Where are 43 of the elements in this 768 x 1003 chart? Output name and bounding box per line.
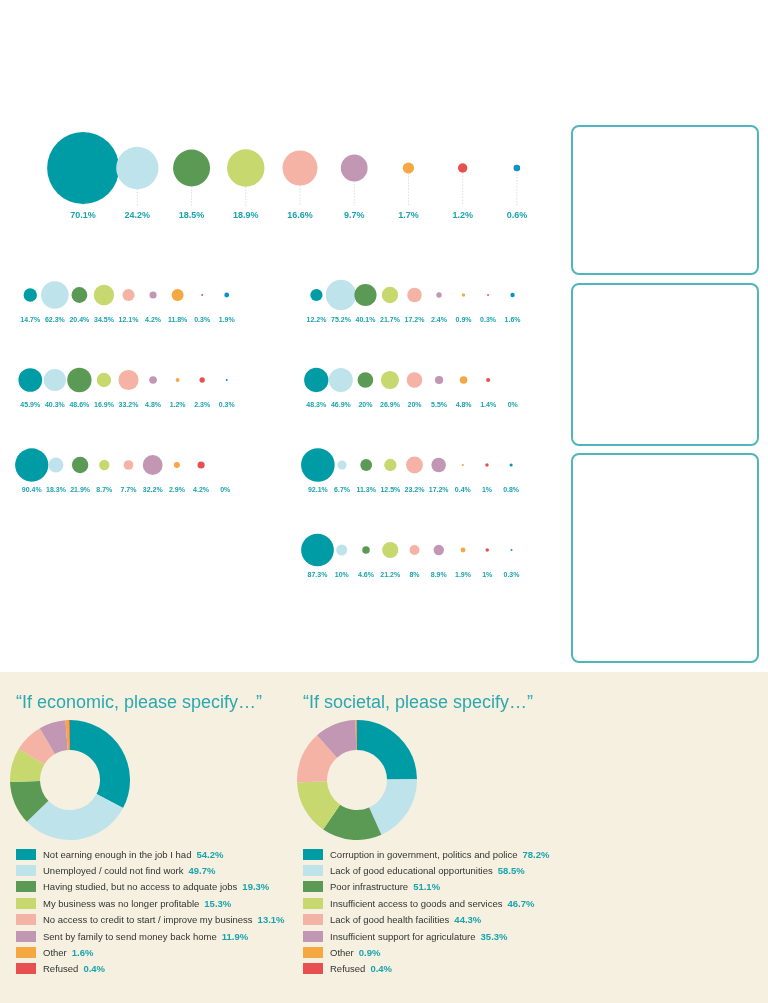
- data-label: 46.7%: [507, 897, 535, 909]
- legend-label: Unemployed / could not find work: [43, 865, 184, 877]
- legend-label: Poor infrastructure: [330, 881, 409, 893]
- legend-label: No access to credit to start / improve my business: [43, 914, 253, 926]
- legend-label: Insufficient access to goods and services: [330, 897, 503, 909]
- data-label: 0.9%: [358, 947, 381, 959]
- data-label: 58.5%: [497, 865, 525, 877]
- data-label: 1.7%: [398, 210, 419, 221]
- data-label: 13.1%: [257, 914, 285, 926]
- data-label: 11.9%: [221, 930, 249, 942]
- legend-label: Having studied, but no access to adquate jobs: [43, 881, 238, 893]
- data-label: 0.6%: [506, 210, 528, 221]
- data-label: 70.1%: [70, 210, 96, 221]
- legend-label: Sent by family to send money back home: [43, 930, 217, 942]
- data-label: 19.3%: [242, 881, 270, 893]
- data-label: 16.6%: [287, 210, 313, 221]
- data-label: 35.3%: [480, 930, 508, 942]
- legend-label: Other: [330, 947, 354, 959]
- legend-label: Lack of good educational opportunities: [330, 865, 493, 877]
- data-label: 24.2%: [124, 210, 151, 221]
- chart-title: “If societal, please specify…”: [303, 692, 534, 713]
- legend-label: Lack of good health facilities: [330, 914, 450, 926]
- data-label: 18.5%: [178, 210, 205, 221]
- data-label: 0.4%: [83, 963, 106, 975]
- data-label: 0.4%: [370, 963, 393, 975]
- legend-label: Insufficient support for agriculature: [330, 930, 476, 942]
- data-label: 49.7%: [188, 865, 216, 877]
- data-label: 1.2%: [452, 210, 473, 221]
- chart-title: “If economic, please specify…”: [16, 692, 263, 713]
- data-label: 15.3%: [204, 897, 232, 909]
- data-label: 44.3%: [454, 914, 482, 926]
- data-label: 18.9%: [233, 210, 259, 221]
- data-label: 9.7%: [343, 210, 365, 221]
- legend-label: Refused: [43, 963, 79, 975]
- legend-label: Not earning enough in the job I had: [43, 848, 192, 860]
- data-label: 78.2%: [522, 848, 550, 860]
- data-label: 51.1%: [413, 881, 441, 893]
- data-label: 54.2%: [196, 848, 224, 860]
- legend-label: Other: [43, 947, 67, 959]
- legend-label: Corruption in government, politics and police: [330, 848, 518, 860]
- legend-label: My business was no longer profitable: [43, 897, 200, 909]
- data-label: 1.6%: [71, 947, 94, 959]
- legend-label: Refused: [330, 963, 366, 975]
